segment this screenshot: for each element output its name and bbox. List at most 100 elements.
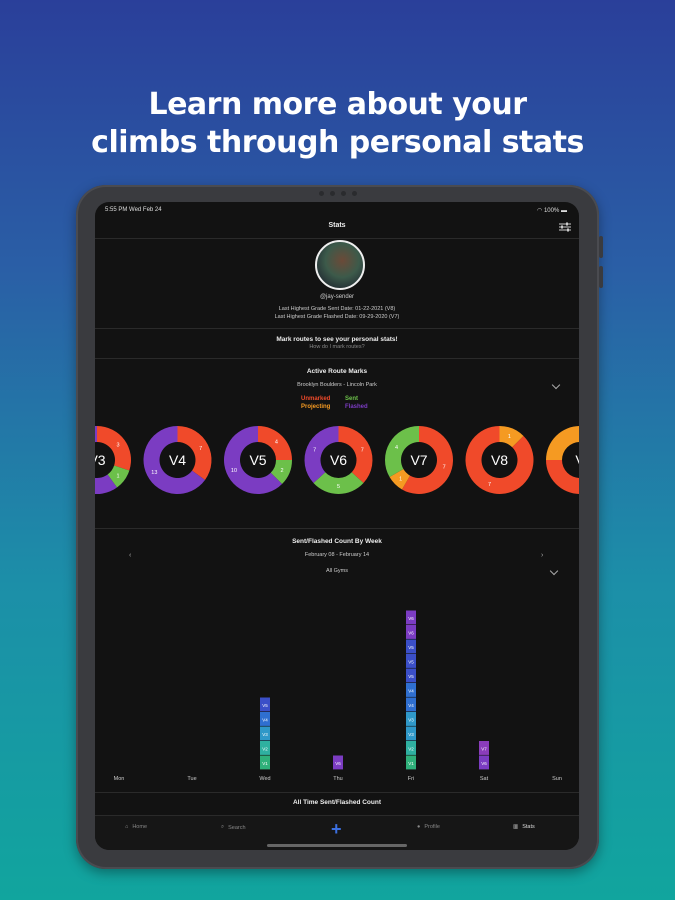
- bar-segment[interactable]: [406, 683, 416, 697]
- donut-segment-value: 7: [313, 448, 316, 454]
- bar-segment[interactable]: [406, 697, 416, 712]
- bar-segment[interactable]: [406, 712, 416, 726]
- tab-home[interactable]: ⌂ Home: [125, 824, 147, 830]
- bar-segment-label: V5: [408, 659, 414, 664]
- bar-segment[interactable]: [260, 712, 270, 726]
- donut-segment-unmarked: [338, 426, 373, 484]
- bar-segment[interactable]: [406, 610, 416, 625]
- bar-segment[interactable]: [406, 755, 416, 770]
- home-indicator: [267, 844, 407, 847]
- bar-segment[interactable]: [260, 755, 270, 770]
- bar-segment-label: V2: [262, 746, 268, 751]
- tab-profile[interactable]: ● Profile: [417, 824, 440, 830]
- donut-v8[interactable]: 1 7 V8: [465, 426, 534, 494]
- donut-segment-unmarked: [97, 426, 131, 471]
- volume-button-2: [599, 266, 603, 288]
- legend-projecting: Projecting: [301, 404, 331, 410]
- x-tick-label: Tue: [187, 776, 196, 782]
- donut-v7[interactable]: 7 1 4 V7: [385, 426, 453, 494]
- x-tick-label: Wed: [259, 776, 270, 782]
- weekly-bar-chart: Mon Tue Wed V1 V2 V3 V4 V5 Thu V6 Fri V1 V2 V3 V3 V4 V4 V…: [114, 610, 562, 782]
- donut-segment-flashed: [95, 426, 117, 494]
- gym-filter[interactable]: All Gyms: [326, 568, 348, 574]
- donut-v6[interactable]: 7 5 7 V6: [304, 426, 373, 494]
- donut-segment-projecting: [389, 469, 410, 490]
- bar-segment-label: V4: [408, 688, 414, 693]
- nav-bar: Stats: [95, 218, 579, 239]
- how-to-mark-link[interactable]: How do I mark routes?: [309, 344, 365, 350]
- donut-v3[interactable]: 3 1 V3: [95, 426, 131, 494]
- bar-segment-label: V1: [262, 761, 268, 766]
- x-tick-label: Sat: [480, 776, 489, 782]
- bar-segment[interactable]: [406, 741, 416, 755]
- chevron-left-icon[interactable]: ‹: [129, 552, 132, 559]
- donut-segment-value: 7: [488, 482, 491, 488]
- donut-grade-label: V7: [410, 452, 427, 468]
- weekly-chart-title: Sent/Flashed Count By Week: [292, 538, 382, 545]
- chevron-right-icon[interactable]: ›: [541, 552, 544, 559]
- divider: [95, 358, 579, 359]
- bar-segment-label: V3: [262, 732, 268, 737]
- bar-segment[interactable]: [406, 668, 416, 683]
- bar-segment[interactable]: [333, 755, 343, 770]
- status-time: 5:55 PM: [105, 207, 128, 213]
- donut-segment-sent: [107, 465, 130, 488]
- donut-segment-value: 4: [395, 445, 398, 451]
- bar-segment[interactable]: [260, 697, 270, 712]
- bar-segment-label: V7: [481, 746, 487, 751]
- last-highest-flashed: Last Highest Grade Flashed Date: 09-29-2…: [274, 314, 400, 320]
- status-bar: 5:55 PM Wed Feb 24 ◠ 100% ▬: [95, 202, 579, 218]
- bar-segment-label: V4: [408, 703, 414, 708]
- bar-segment[interactable]: [406, 726, 416, 741]
- donut-segment-unmarked: [258, 426, 292, 460]
- tab-stats-label: Stats: [522, 824, 535, 830]
- bar-segment[interactable]: [406, 625, 416, 639]
- sliders-icon[interactable]: [559, 222, 571, 232]
- donut-segment-unmarked: [177, 426, 212, 480]
- tab-home-label: Home: [132, 824, 147, 830]
- donut-segment-sent: [270, 460, 292, 485]
- person-icon: ●: [417, 824, 421, 830]
- donut-v5[interactable]: 4 2 10 V5: [224, 426, 292, 494]
- tab-search-label: Search: [228, 824, 246, 831]
- donut-v4[interactable]: 7 13 V4: [143, 426, 212, 494]
- legend-flashed: Flashed: [345, 404, 368, 410]
- avatar[interactable]: [315, 240, 365, 290]
- tab-stats[interactable]: ▥ Stats: [513, 824, 535, 830]
- grade-donut-row: 3 1 V3 7 13 V4 4 2 10 V5 7 5 7 V6 7 1 4 V7 1 7 V8 V: [95, 426, 579, 494]
- bar-segment-label: V3: [408, 732, 414, 737]
- week-range: February 08 - February 14: [304, 552, 370, 558]
- legend-unmarked: Unmarked: [301, 396, 331, 402]
- bar-segment-label: V5: [408, 674, 414, 679]
- x-tick-label: Mon: [114, 776, 125, 782]
- bar-segment[interactable]: [406, 639, 416, 654]
- donut-segment-value: 2: [280, 468, 283, 474]
- battery-icon: ▬: [561, 208, 567, 214]
- donut-segment-projecting: [546, 426, 579, 460]
- donut-segment-value: 4: [275, 440, 278, 446]
- donut-segment-unmarked: [465, 426, 534, 494]
- tab-search[interactable]: ⌕ Search: [221, 824, 246, 831]
- volume-button: [599, 236, 603, 258]
- divider: [95, 792, 579, 793]
- bar-segment[interactable]: [479, 755, 489, 770]
- bar-chart-icon: ▥: [513, 824, 519, 830]
- bar-segment[interactable]: [260, 741, 270, 755]
- donut-segment-value: 1: [508, 434, 511, 440]
- add-route-button[interactable]: +: [331, 819, 342, 839]
- donut-grade-label: V6: [330, 452, 347, 468]
- bar-segment[interactable]: [406, 654, 416, 668]
- gym-select[interactable]: Brooklyn Boulders - Lincoln Park: [297, 382, 377, 388]
- battery-level: 100%: [543, 208, 560, 214]
- bar-segment[interactable]: [260, 726, 270, 741]
- bar-segment[interactable]: [479, 741, 489, 755]
- page-title: Stats: [328, 222, 346, 229]
- donut-segment-value: 7: [199, 446, 202, 452]
- donut-segment-unmarked: [402, 426, 453, 494]
- donut-v[interactable]: V: [546, 426, 579, 494]
- active-route-marks-title: Active Route Marks: [306, 368, 368, 375]
- bar-segment-label: V5: [408, 645, 414, 650]
- divider: [95, 328, 579, 329]
- bar-segment-label: V2: [408, 746, 414, 751]
- bar-segment-label: V6: [408, 630, 414, 635]
